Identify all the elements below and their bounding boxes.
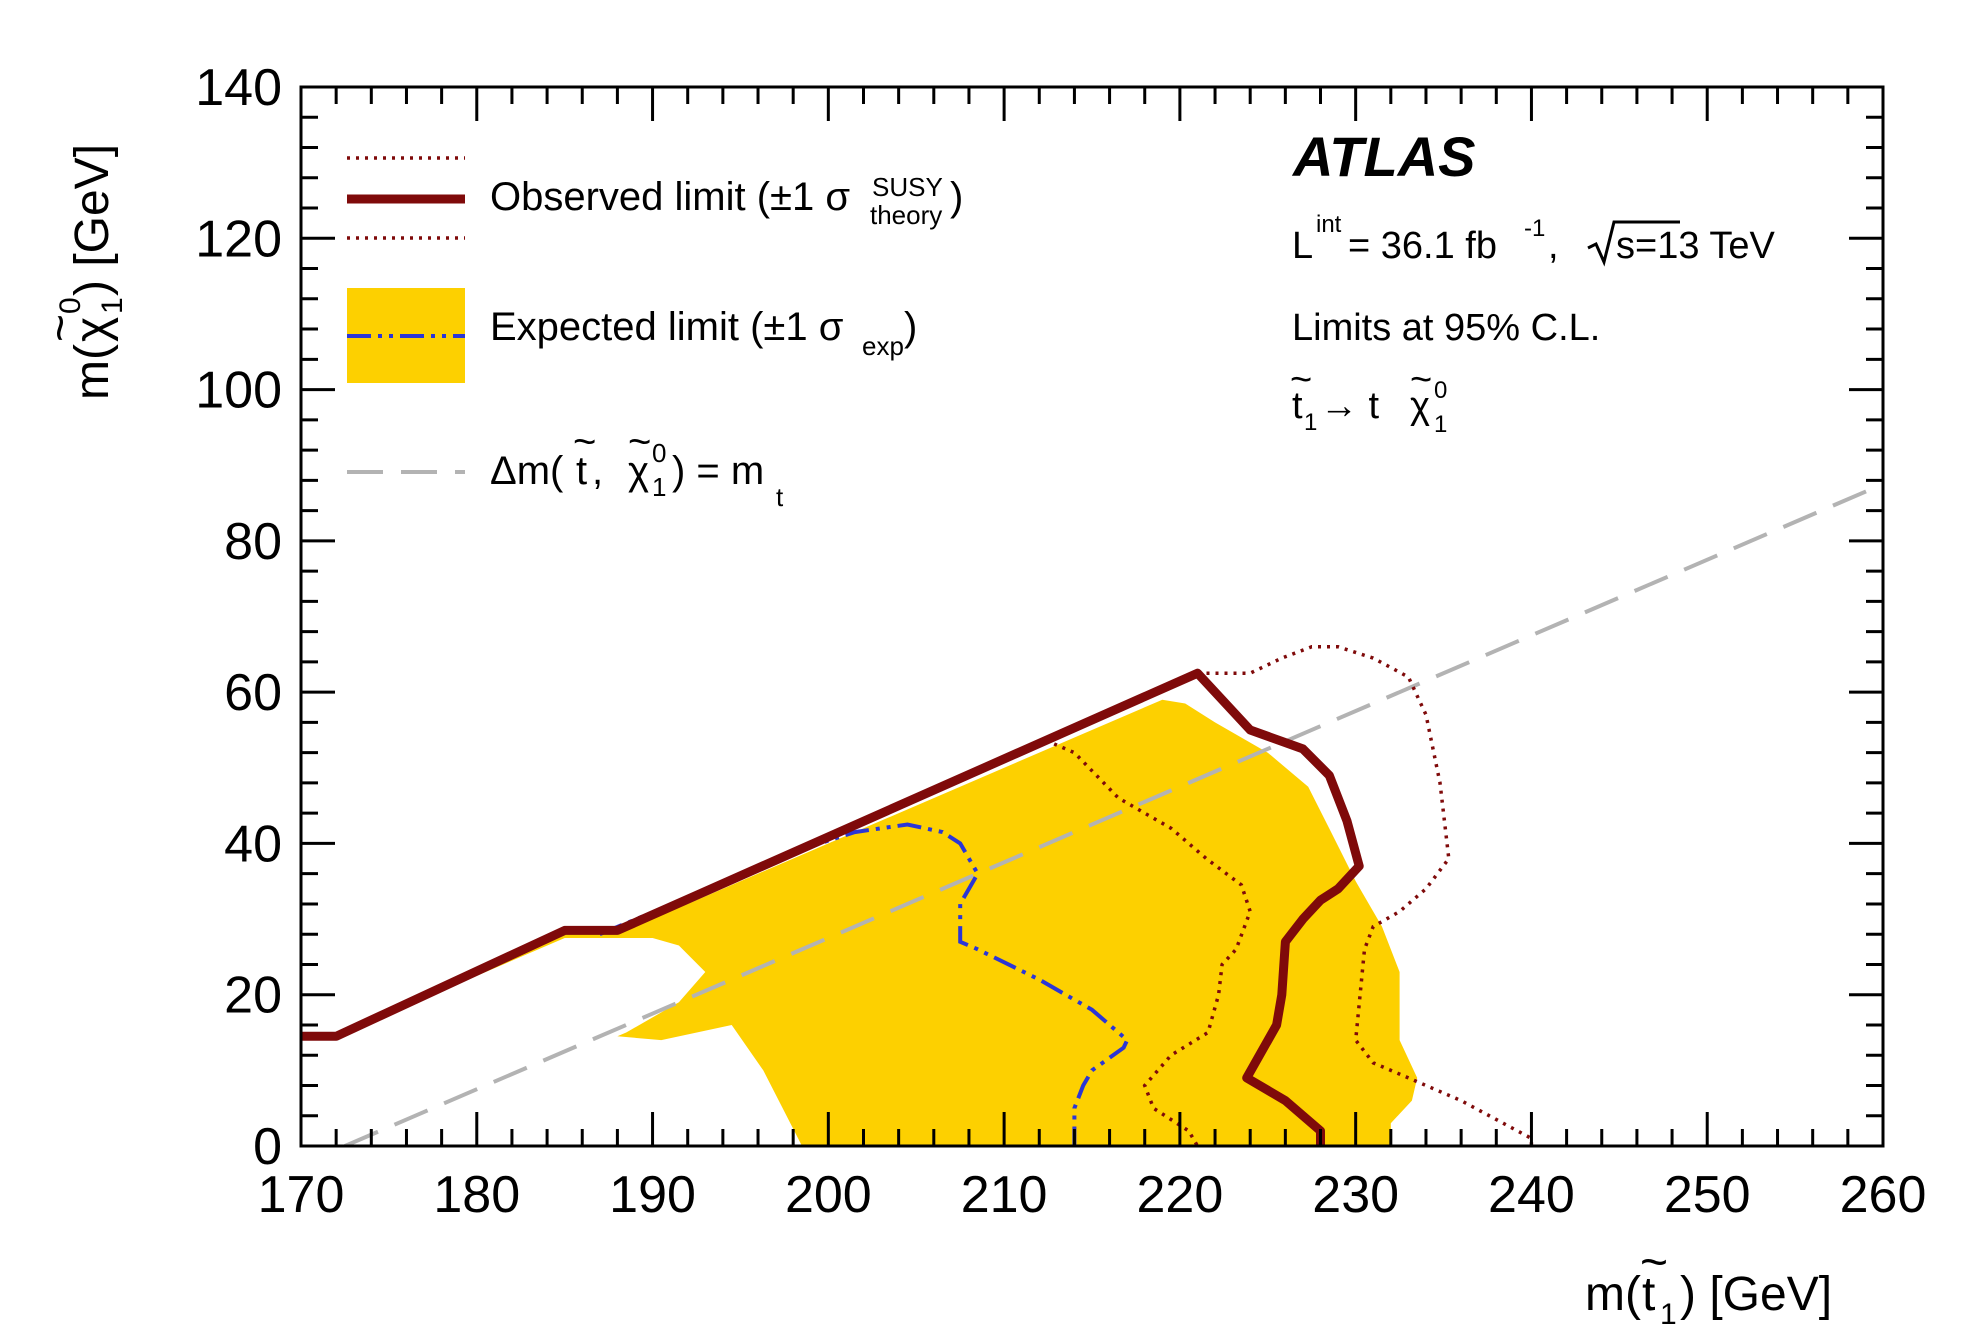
process-chi-sup: 0: [1434, 377, 1447, 404]
x-tick-label: 220: [1137, 1166, 1224, 1224]
x-axis-title-t: t: [1642, 1268, 1655, 1321]
process-tilde: ~: [1290, 359, 1312, 401]
confidence-level: Limits at 95% C.L.: [1292, 307, 1600, 349]
observed-limit-line: [301, 668, 1364, 1146]
sqrt-s: s=13 TeV: [1616, 225, 1775, 267]
process-chi: χ: [1410, 385, 1430, 427]
lumi-sep: ,: [1548, 225, 1559, 267]
x-tick-label: 190: [609, 1166, 696, 1224]
mass-difference-line: [344, 482, 1883, 1146]
x-axis-title-tilde: ~: [1640, 1236, 1668, 1289]
y-tick-label: 140: [195, 59, 282, 117]
x-tick-label: 180: [433, 1166, 520, 1224]
y-axis-title-sub: 1: [96, 297, 129, 314]
legend-expected-close: ): [904, 305, 917, 349]
legend-diagonal-chi-tilde: ~: [628, 420, 651, 464]
x-axis-title-m: m(: [1585, 1268, 1641, 1321]
plot-area: [301, 482, 1883, 1146]
y-axis-title-sup: 0: [54, 297, 87, 314]
legend-diagonal-sub: t: [776, 482, 784, 512]
y-tick-label: 60: [224, 664, 282, 722]
legend-diagonal-chi-sup: 0: [652, 438, 666, 468]
process-arrow: → t: [1320, 385, 1380, 427]
experiment-label: ATLAS: [1291, 125, 1476, 188]
y-tick-label: 0: [253, 1118, 282, 1176]
legend-observed-label: Observed limit (±1 σ: [490, 175, 850, 219]
process-t: t: [1292, 385, 1303, 427]
lumi-l: L: [1292, 225, 1313, 267]
y-axis-title-chi: χ: [66, 317, 119, 342]
x-tick-label: 260: [1840, 1166, 1927, 1224]
legend-observed-close: ): [950, 175, 963, 219]
legend: Observed limit (±1 σ SUSY theory ) Expec…: [347, 156, 963, 512]
y-axis-title-tilde: ~: [34, 314, 87, 342]
y-tick-label: 120: [195, 210, 282, 268]
legend-diagonal-chi: χ: [628, 449, 649, 493]
legend-diagonal-b: ) = m: [672, 449, 764, 493]
x-tick-label: 200: [785, 1166, 872, 1224]
y-tick-label: 40: [224, 815, 282, 873]
expected-limit-line: [599, 822, 1130, 1146]
process-t-sub: 1: [1304, 409, 1317, 436]
lumi-sup: int: [1316, 211, 1342, 238]
observed-minus-sigma-line: [616, 739, 1253, 1146]
x-tick-label: 210: [961, 1166, 1048, 1224]
lumi-value: = 36.1 fb: [1348, 225, 1497, 267]
legend-observed-sub: theory: [870, 200, 942, 230]
y-tick-labels: 0 20 40 60 80 100 120 140: [195, 59, 282, 1176]
x-tick-label: 170: [258, 1166, 345, 1224]
info-box: ATLAS L int = 36.1 fb -1 , s=13 TeV Limi…: [1290, 125, 1775, 438]
y-tick-label: 100: [195, 362, 282, 420]
legend-expected-label: Expected limit (±1 σ: [490, 305, 844, 349]
legend-diagonal-comma: ,: [592, 449, 603, 493]
y-tick-label: 20: [224, 967, 282, 1025]
legend-diagonal-tilde: ~: [573, 420, 596, 464]
legend-observed-sup: SUSY: [872, 172, 943, 202]
legend-diagonal-a: Δm(: [490, 449, 564, 493]
legend-diagonal-t: t: [576, 449, 587, 493]
lumi-exp: -1: [1524, 215, 1545, 242]
x-tick-labels: 170 180 190 200 210 220 230 240 250 260: [258, 1166, 1927, 1224]
x-tick-label: 230: [1312, 1166, 1399, 1224]
x-tick-label: 240: [1488, 1166, 1575, 1224]
y-axis-title-rest: ) [GeV]: [66, 144, 119, 296]
process-chi-sub: 1: [1434, 411, 1447, 438]
x-tick-label: 250: [1664, 1166, 1751, 1224]
process-chi-tilde: ~: [1410, 359, 1432, 401]
legend-expected-sub: exp: [862, 331, 904, 361]
legend-diagonal-chi-sub: 1: [652, 472, 666, 502]
plot-frame: [299, 85, 1885, 1148]
x-axis-title-rest: ) [GeV]: [1680, 1268, 1832, 1321]
y-tick-label: 80: [224, 513, 282, 571]
sqrt-symbol: [1587, 220, 1680, 267]
y-axis-title: m( χ ~ 0 1 ) [GeV]: [34, 144, 129, 400]
y-axis-title-m: m(: [66, 344, 119, 400]
x-axis-title-sub: 1: [1660, 1298, 1677, 1331]
x-axis-title: m( t ~ 1 ) [GeV]: [1585, 1236, 1832, 1331]
